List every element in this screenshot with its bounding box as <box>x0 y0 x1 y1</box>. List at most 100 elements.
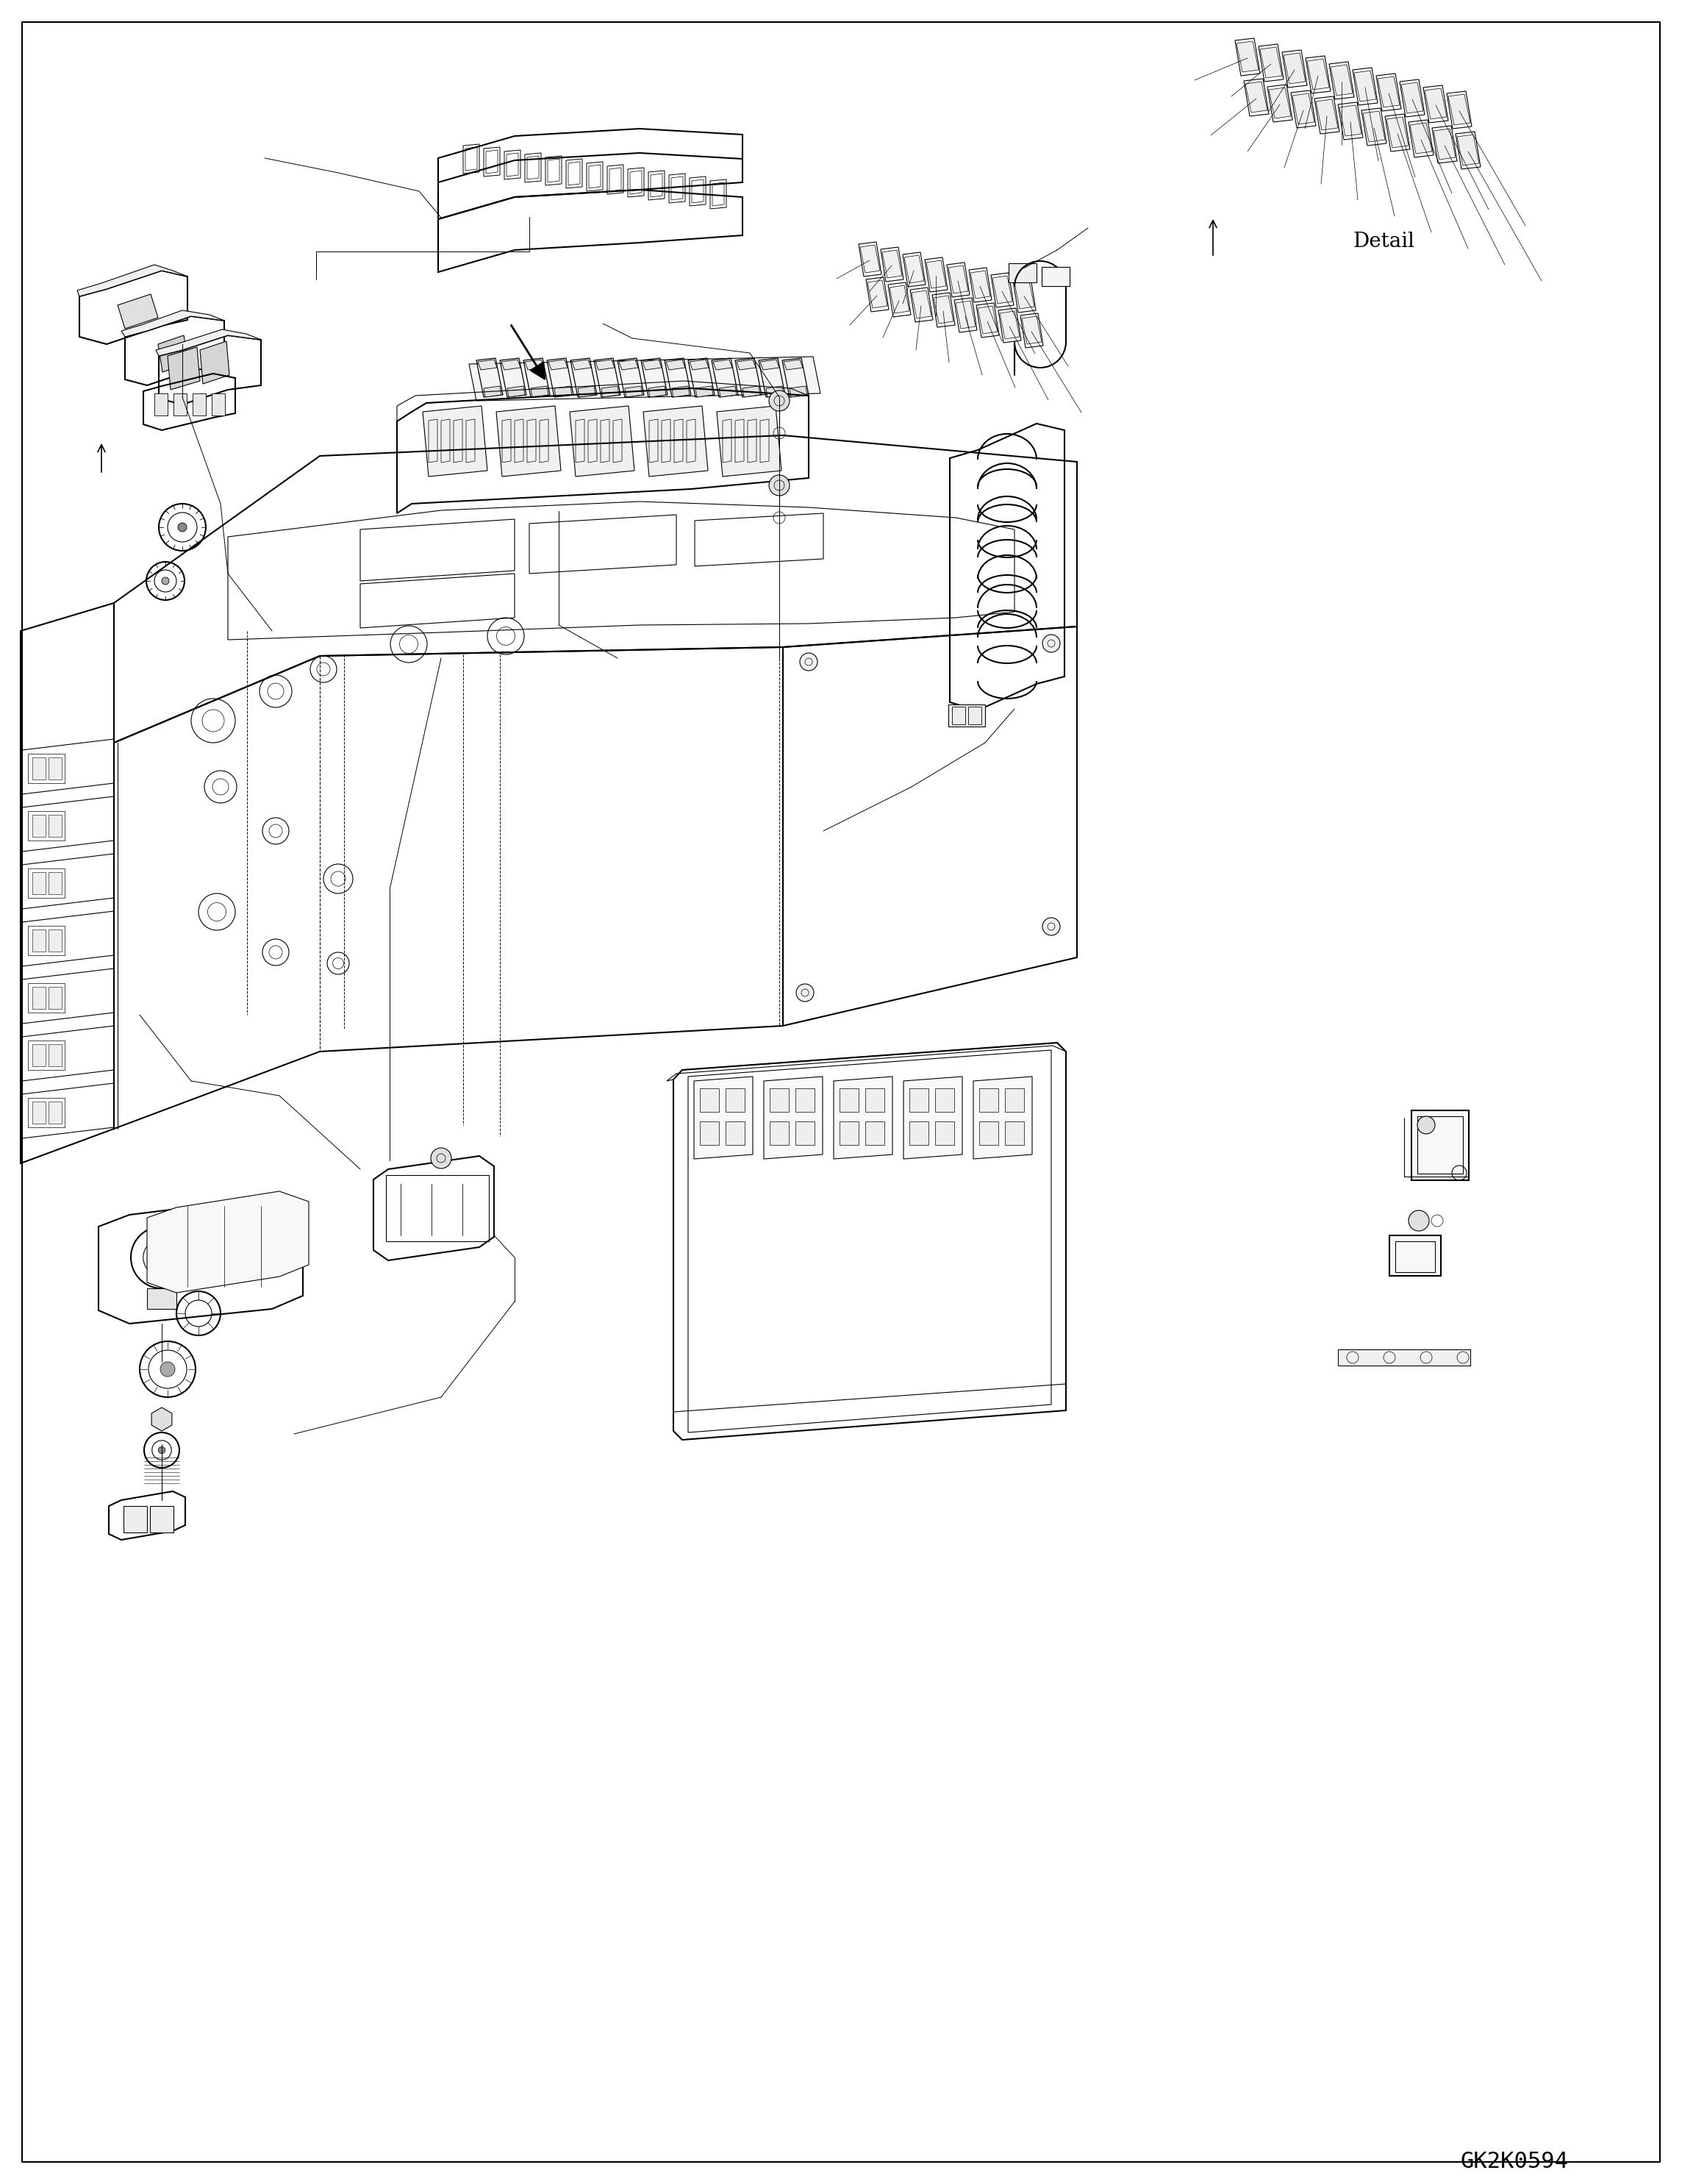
Polygon shape <box>508 387 525 397</box>
Polygon shape <box>619 360 637 369</box>
Polygon shape <box>971 271 991 299</box>
Polygon shape <box>934 295 954 323</box>
Circle shape <box>769 476 789 496</box>
Bar <box>155 393 168 415</box>
Polygon shape <box>690 360 708 369</box>
Polygon shape <box>868 280 888 308</box>
Polygon shape <box>572 360 590 369</box>
Polygon shape <box>579 387 595 397</box>
Bar <box>150 1507 173 1533</box>
Polygon shape <box>77 264 187 297</box>
Bar <box>29 869 64 898</box>
Polygon shape <box>626 387 643 397</box>
Polygon shape <box>1378 76 1399 107</box>
Polygon shape <box>1330 66 1352 96</box>
Bar <box>123 1507 146 1533</box>
Bar <box>935 1088 954 1112</box>
Polygon shape <box>121 310 224 336</box>
Polygon shape <box>1268 87 1290 118</box>
Bar <box>1009 264 1036 282</box>
Polygon shape <box>595 360 614 369</box>
Bar <box>770 1120 789 1144</box>
Bar <box>29 983 64 1013</box>
Polygon shape <box>1448 94 1470 124</box>
Bar <box>865 1088 885 1112</box>
Bar <box>146 1289 177 1308</box>
Polygon shape <box>890 286 910 312</box>
Bar <box>32 1101 45 1123</box>
Polygon shape <box>1362 111 1384 142</box>
Circle shape <box>801 653 817 670</box>
Bar <box>29 810 64 841</box>
Bar <box>173 393 187 415</box>
Bar <box>49 758 62 780</box>
Text: Detail: Detail <box>1352 232 1415 251</box>
Text: GK2K0594: GK2K0594 <box>1460 2151 1568 2173</box>
Circle shape <box>161 577 170 585</box>
Polygon shape <box>200 341 229 384</box>
Polygon shape <box>146 1190 309 1293</box>
Bar <box>32 930 45 952</box>
Polygon shape <box>1236 41 1258 72</box>
Bar <box>32 815 45 836</box>
Bar <box>700 1120 718 1144</box>
Polygon shape <box>1023 317 1041 345</box>
Circle shape <box>158 1446 165 1455</box>
Polygon shape <box>1283 52 1305 83</box>
Polygon shape <box>484 387 501 397</box>
Bar <box>32 1044 45 1066</box>
Polygon shape <box>602 387 619 397</box>
Bar <box>49 815 62 836</box>
Polygon shape <box>666 360 685 369</box>
Bar <box>29 753 64 784</box>
Bar <box>910 1088 928 1112</box>
Bar <box>700 1088 718 1112</box>
Polygon shape <box>717 406 782 476</box>
Circle shape <box>796 985 814 1002</box>
Polygon shape <box>496 406 560 476</box>
Bar <box>49 1044 62 1066</box>
Circle shape <box>1418 1116 1435 1133</box>
Polygon shape <box>881 249 902 277</box>
Bar <box>49 930 62 952</box>
Polygon shape <box>555 387 572 397</box>
Bar <box>1396 1241 1435 1271</box>
Circle shape <box>155 1249 170 1265</box>
Polygon shape <box>974 1077 1033 1160</box>
Polygon shape <box>118 295 158 330</box>
Bar <box>1004 1088 1024 1112</box>
Bar <box>1389 1236 1441 1275</box>
Bar <box>796 1120 814 1144</box>
Bar <box>1411 1109 1468 1179</box>
Bar <box>29 1040 64 1070</box>
Bar <box>952 708 965 725</box>
Polygon shape <box>501 360 520 369</box>
Polygon shape <box>1245 81 1267 114</box>
Polygon shape <box>949 266 969 293</box>
Polygon shape <box>1339 105 1361 135</box>
Bar <box>1418 1116 1463 1173</box>
Bar <box>32 987 45 1009</box>
Polygon shape <box>695 387 713 397</box>
Polygon shape <box>478 360 496 369</box>
Bar <box>725 1120 745 1144</box>
Polygon shape <box>570 406 634 476</box>
Polygon shape <box>469 356 821 402</box>
Circle shape <box>178 522 187 531</box>
Polygon shape <box>999 310 1019 339</box>
Polygon shape <box>695 1077 754 1160</box>
Polygon shape <box>1386 118 1408 149</box>
Bar <box>969 708 981 725</box>
Polygon shape <box>760 360 779 369</box>
Polygon shape <box>525 360 543 369</box>
Bar <box>1337 1350 1470 1365</box>
Bar <box>796 1088 814 1112</box>
Polygon shape <box>1433 129 1455 159</box>
Polygon shape <box>1315 98 1337 131</box>
Polygon shape <box>1014 282 1034 308</box>
Circle shape <box>431 1149 451 1168</box>
Polygon shape <box>784 360 802 369</box>
Circle shape <box>1043 636 1060 653</box>
Polygon shape <box>548 360 567 369</box>
Polygon shape <box>643 406 708 476</box>
